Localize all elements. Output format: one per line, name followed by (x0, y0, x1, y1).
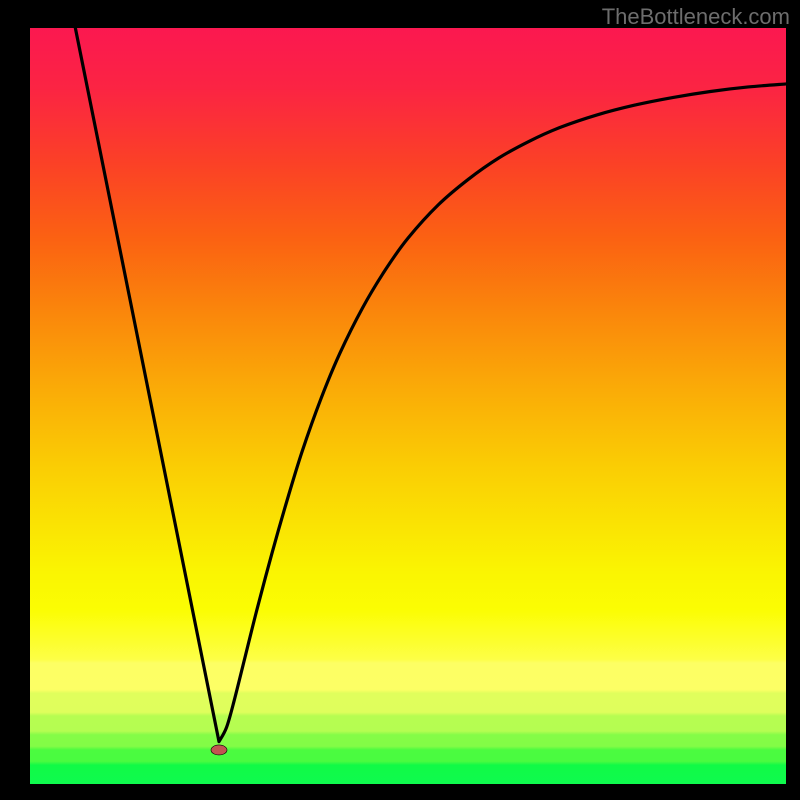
bottleneck-curve (75, 28, 786, 742)
figure-container: TheBottleneck.com (0, 0, 800, 800)
plot-area (30, 28, 786, 784)
minimum-marker (211, 745, 227, 755)
curve-layer (30, 28, 786, 784)
watermark-text: TheBottleneck.com (602, 4, 790, 30)
